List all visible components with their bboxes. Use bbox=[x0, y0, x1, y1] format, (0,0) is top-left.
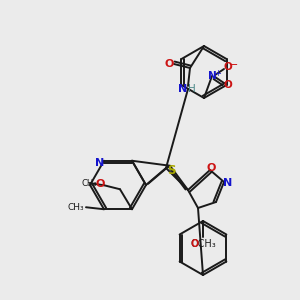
Text: H: H bbox=[188, 84, 196, 94]
Text: O: O bbox=[224, 62, 232, 72]
Text: CH₃: CH₃ bbox=[82, 179, 98, 188]
Text: N: N bbox=[178, 84, 188, 94]
Text: O: O bbox=[224, 80, 232, 90]
Text: O: O bbox=[164, 59, 174, 69]
Text: S: S bbox=[167, 164, 175, 177]
Text: O: O bbox=[190, 239, 199, 249]
Text: OCH₃: OCH₃ bbox=[190, 239, 216, 249]
Text: N: N bbox=[208, 71, 216, 81]
Text: O: O bbox=[206, 163, 216, 173]
Text: N: N bbox=[95, 158, 105, 168]
Text: CH₃: CH₃ bbox=[68, 203, 84, 212]
Text: +: + bbox=[214, 68, 221, 77]
Text: −: − bbox=[229, 60, 239, 70]
Text: O: O bbox=[95, 179, 105, 189]
Text: N: N bbox=[224, 178, 232, 188]
